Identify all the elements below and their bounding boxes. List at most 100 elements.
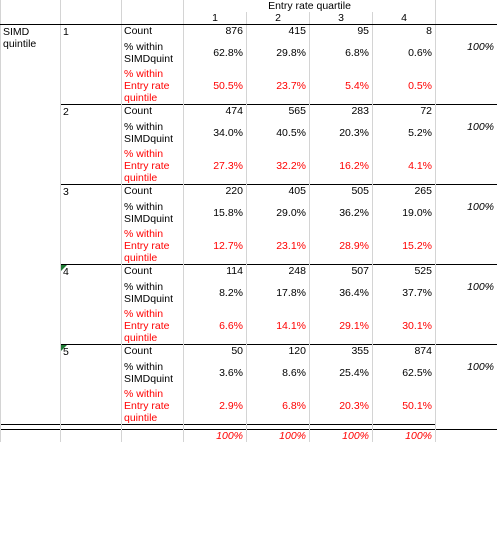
value-cell: 50.1% (372, 388, 436, 425)
blank-cell (435, 228, 497, 265)
value-cell: 505 (309, 184, 373, 197)
measure-label: % within SIMDquint (121, 117, 184, 148)
measure-label: Count (121, 104, 184, 117)
value-cell: 525 (372, 264, 436, 277)
value-cell: 30.1% (372, 308, 436, 345)
value-cell: 29.0% (246, 197, 310, 228)
value-cell: 283 (309, 104, 373, 117)
value-cell: 16.2% (309, 148, 373, 185)
data-row: % within SIMDquint 34.0% 40.5% 20.3% 5.2% (1, 117, 497, 148)
column-total: 100% (309, 429, 373, 442)
value-cell: 565 (246, 104, 310, 117)
quintile-label: 2 (60, 104, 122, 185)
value-cell: 12.7% (183, 228, 247, 265)
blank-cell (435, 68, 497, 105)
value-cell: 8 (372, 24, 436, 37)
row-total: 100% (435, 184, 497, 228)
row-total: 100% (435, 264, 497, 308)
value-cell: 37.7% (372, 277, 436, 308)
quartile-header: 4 (372, 12, 436, 25)
value-cell: 5.2% (372, 117, 436, 148)
comment-marker-icon (61, 345, 67, 351)
measure-label: Count (121, 264, 184, 277)
data-row: % within Entry rate quintile 12.7% 23.1% 28… (1, 228, 497, 265)
measure-label: % within SIMDquint (121, 197, 184, 228)
data-row: 5 Count 50 120 355 874 100% (1, 344, 497, 425)
measure-label: % within Entry rate quintile (121, 388, 184, 425)
value-cell: 28.9% (309, 228, 373, 265)
value-cell: 17.8% (246, 277, 310, 308)
value-cell: 2.9% (183, 388, 247, 425)
blank-cell (0, 12, 61, 25)
blank-cell (0, 0, 61, 12)
blank-cell (0, 429, 61, 442)
value-cell: 36.4% (309, 277, 373, 308)
column-group-title: Entry rate quartile (183, 0, 436, 12)
value-cell: 4.1% (372, 148, 436, 185)
data-row: % within SIMDquint 8.2% 17.8% 36.4% 37.7% (1, 277, 497, 308)
blank-cell (435, 0, 497, 12)
data-row: % within Entry rate quintile 50.5% 23.7% 5.… (1, 68, 497, 105)
column-total: 100% (183, 429, 247, 442)
value-cell: 27.3% (183, 148, 247, 185)
quintile-label: 5 (60, 344, 122, 425)
value-cell: 8.6% (246, 357, 310, 388)
measure-label: % within Entry rate quintile (121, 228, 184, 265)
value-cell: 15.8% (183, 197, 247, 228)
quintile-label: 3 (60, 184, 122, 265)
data-row: % within Entry rate quintile 2.9% 6.8% 20.3… (1, 388, 497, 425)
comment-marker-icon (61, 265, 67, 271)
data-row: % within Entry rate quintile 6.6% 14.1% 29.… (1, 308, 497, 345)
data-row: % within SIMDquint 3.6% 8.6% 25.4% 62.5% (1, 357, 497, 388)
value-cell: 50.5% (183, 68, 247, 105)
value-cell: 34.0% (183, 117, 247, 148)
data-row: 4 Count 114 248 507 525 100% (1, 264, 497, 345)
quartile-header: 2 (246, 12, 310, 25)
blank-cell (435, 308, 497, 345)
value-cell: 62.5% (372, 357, 436, 388)
blank-cell (435, 429, 497, 442)
value-cell: 248 (246, 264, 310, 277)
value-cell: 0.6% (372, 37, 436, 68)
value-cell: 405 (246, 184, 310, 197)
value-cell: 14.1% (246, 308, 310, 345)
value-cell: 474 (183, 104, 247, 117)
value-cell: 15.2% (372, 228, 436, 265)
value-cell: 95 (309, 24, 373, 37)
measure-label: Count (121, 24, 184, 37)
value-cell: 0.5% (372, 68, 436, 105)
value-cell: 20.3% (309, 388, 373, 425)
row-total: 100% (435, 344, 497, 388)
column-total: 100% (246, 429, 310, 442)
measure-label: % within Entry rate quintile (121, 68, 184, 105)
value-cell: 6.8% (246, 388, 310, 425)
column-totals-row: 100% 100% 100% 100% (0, 429, 497, 442)
blank-cell (60, 12, 122, 25)
value-cell: 6.8% (309, 37, 373, 68)
measure-label: % within Entry rate quintile (121, 148, 184, 185)
value-cell: 40.5% (246, 117, 310, 148)
value-cell: 5.4% (309, 68, 373, 105)
data-row: SIMD quintile 1 Count 876 415 95 8 100% (0, 24, 497, 425)
measure-label: % within SIMDquint (121, 277, 184, 308)
value-cell: 29.8% (246, 37, 310, 68)
blank-cell (435, 148, 497, 185)
value-cell: 19.0% (372, 197, 436, 228)
value-cell: 20.3% (309, 117, 373, 148)
data-row: % within Entry rate quintile 27.3% 32.2% 16… (1, 148, 497, 185)
row-total: 100% (435, 104, 497, 148)
header-row: Entry rate quartile (0, 0, 497, 12)
row-total: 100% (435, 24, 497, 68)
value-cell: 8.2% (183, 277, 247, 308)
quartile-header: 1 (183, 12, 247, 25)
crosstab-table: Entry rate quartile 1 2 3 4 SIMD quintile 1 Cou… (0, 0, 497, 442)
value-cell: 265 (372, 184, 436, 197)
measure-label: % within SIMDquint (121, 37, 184, 68)
blank-cell (435, 388, 497, 425)
value-cell: 29.1% (309, 308, 373, 345)
value-cell: 6.6% (183, 308, 247, 345)
value-cell: 120 (246, 344, 310, 357)
blank-cell (60, 0, 122, 12)
